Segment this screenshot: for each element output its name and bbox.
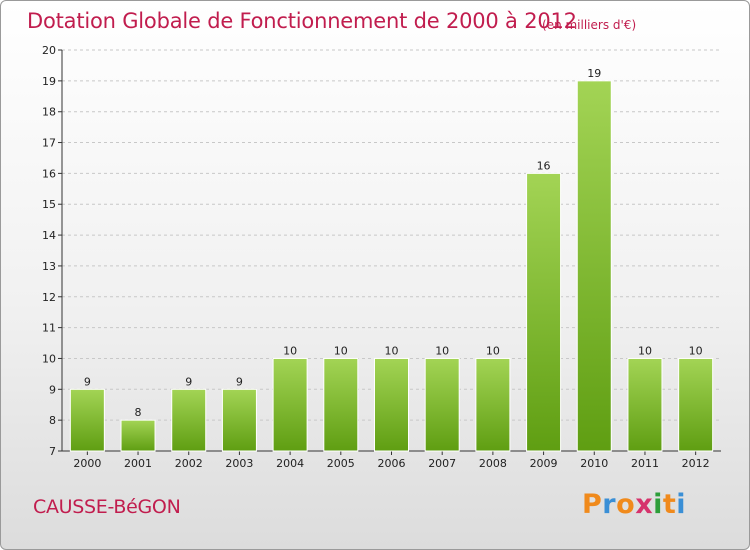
bar [171,388,207,452]
y-tick-label: 16 [42,167,56,180]
bar-value-label: 10 [486,344,500,357]
logo-letter: r [602,489,617,520]
logo-letter: P [582,489,603,520]
proxiti-logo[interactable]: Proxiti [582,489,686,520]
y-tick-label: 19 [42,75,56,88]
x-tick-label: 2004 [276,457,304,470]
y-tick-label: 7 [49,445,56,458]
bar [627,357,663,452]
x-tick-label: 2007 [428,457,456,470]
bar-value-label: 8 [135,406,142,419]
y-tick-label: 17 [42,137,56,150]
bar-value-label: 9 [84,375,91,388]
y-tick-label: 15 [42,198,56,211]
logo-letter: t [662,489,677,520]
bar [272,357,308,452]
y-tick-label: 18 [42,106,56,119]
x-tick-label: 2009 [530,457,558,470]
chart-title: Dotation Globale de Fonctionnement de 20… [27,9,577,33]
bar-value-label: 10 [435,344,449,357]
bar [475,357,511,452]
x-tick-label: 2010 [580,457,608,470]
chart-subtitle: (en milliers d'€) [542,18,637,32]
x-tick-label: 2001 [124,457,152,470]
bars [69,80,714,452]
bar [678,357,714,452]
logo-letter: o [616,489,636,520]
x-tick-label: 2000 [73,457,101,470]
logo-letter: i [676,489,687,520]
x-tick-label: 2011 [631,457,659,470]
labels: 7 8 9 10 11 12 13 14 15 16 17 18 19 20 9 2000 8 2001 9 2002… [42,44,710,470]
bar [221,388,257,452]
x-tick-label: 2012 [682,457,710,470]
bar-value-label: 16 [537,159,551,172]
y-tick-label: 9 [49,383,56,396]
bar [374,357,409,452]
bar-value-label: 10 [689,344,703,357]
y-tick-label: 20 [42,44,56,57]
x-tick-label: 2008 [479,457,507,470]
y-tick-label: 11 [42,322,56,335]
bar [424,357,460,452]
bar-value-label: 19 [587,67,601,80]
bar-value-label: 10 [334,344,348,357]
bar [120,419,156,452]
y-tick-label: 14 [42,229,56,242]
y-tick-label: 8 [49,414,56,427]
bar [69,388,105,452]
bar-value-label: 9 [185,375,192,388]
y-tick-label: 12 [42,291,56,304]
bar [323,357,359,452]
x-tick-label: 2006 [378,457,406,470]
bar-value-label: 10 [385,344,399,357]
logo-letter: x [635,489,654,520]
x-tick-label: 2003 [225,457,253,470]
bar [576,80,612,452]
y-tick-label: 13 [42,260,56,273]
x-tick-label: 2002 [175,457,203,470]
bar-value-label: 9 [236,375,243,388]
bar-value-label: 10 [638,344,652,357]
bar-value-label: 10 [283,344,297,357]
commune-name: CAUSSE-BéGON [33,496,181,518]
bar [526,172,562,452]
y-tick-label: 10 [42,352,56,365]
logo-letter: i [653,489,663,520]
x-tick-label: 2005 [327,457,355,470]
